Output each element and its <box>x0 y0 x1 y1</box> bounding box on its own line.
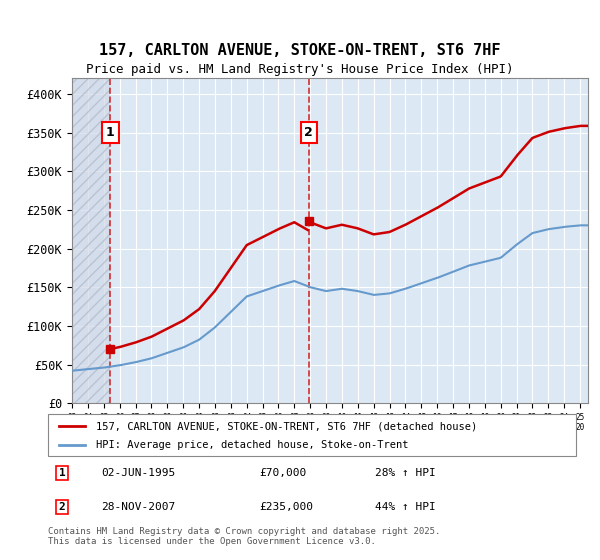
Text: 2: 2 <box>59 502 65 512</box>
Text: Contains HM Land Registry data © Crown copyright and database right 2025.
This d: Contains HM Land Registry data © Crown c… <box>48 526 440 546</box>
Text: HPI: Average price, detached house, Stoke-on-Trent: HPI: Average price, detached house, Stok… <box>95 440 408 450</box>
Text: 157, CARLTON AVENUE, STOKE-ON-TRENT, ST6 7HF: 157, CARLTON AVENUE, STOKE-ON-TRENT, ST6… <box>99 43 501 58</box>
Text: 157, CARLTON AVENUE, STOKE-ON-TRENT, ST6 7HF (detached house): 157, CARLTON AVENUE, STOKE-ON-TRENT, ST6… <box>95 421 477 431</box>
Text: 2: 2 <box>304 126 313 139</box>
Text: £70,000: £70,000 <box>259 468 307 478</box>
Text: 02-JUN-1995: 02-JUN-1995 <box>101 468 175 478</box>
Text: Price paid vs. HM Land Registry's House Price Index (HPI): Price paid vs. HM Land Registry's House … <box>86 63 514 77</box>
Text: 44% ↑ HPI: 44% ↑ HPI <box>376 502 436 512</box>
Text: 28-NOV-2007: 28-NOV-2007 <box>101 502 175 512</box>
Text: £235,000: £235,000 <box>259 502 313 512</box>
Text: 28% ↑ HPI: 28% ↑ HPI <box>376 468 436 478</box>
FancyBboxPatch shape <box>48 414 576 456</box>
Text: 1: 1 <box>106 126 115 139</box>
Text: 1: 1 <box>59 468 65 478</box>
